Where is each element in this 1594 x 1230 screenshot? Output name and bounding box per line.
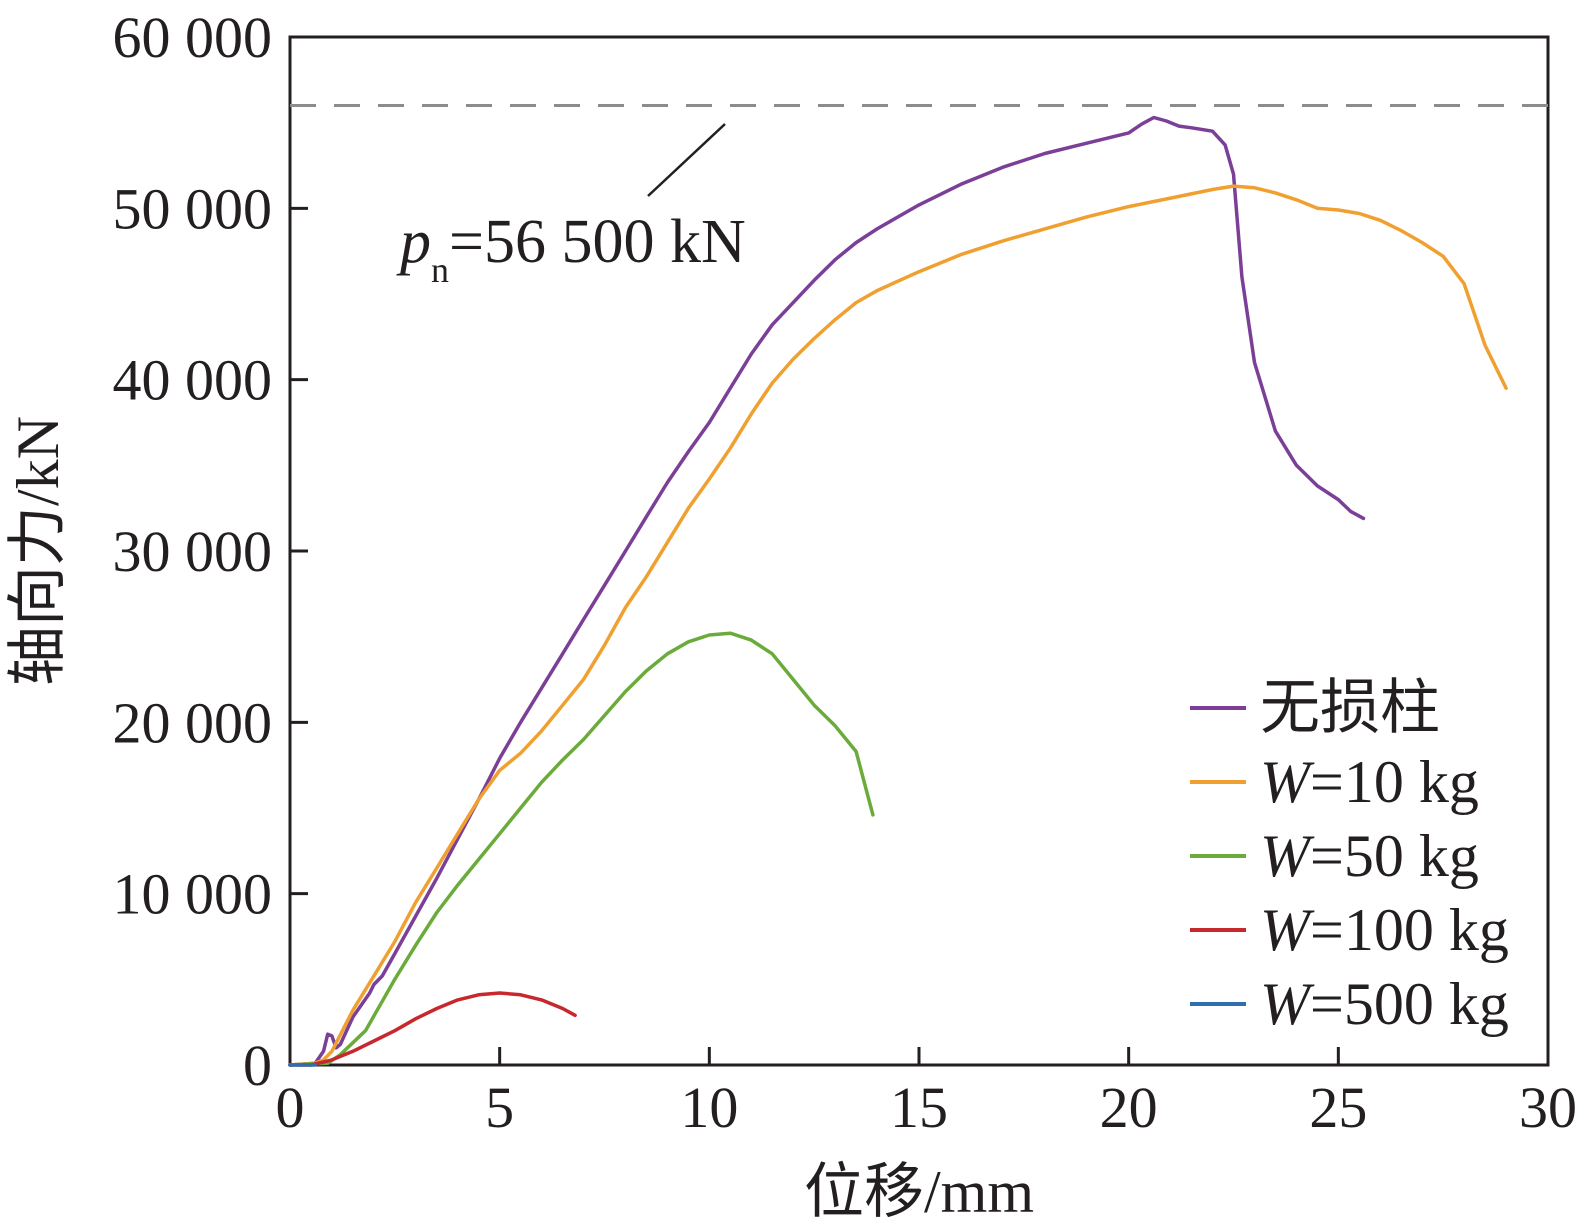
y-tick-label-5: 50 000 [113,176,273,241]
legend-text-4: =500 kg [1310,971,1509,1037]
x-tick-label-6: 30 [1519,1075,1577,1140]
series-line-0 [288,115,1366,1067]
y-tick-label-4: 40 000 [113,348,273,413]
series-lines [288,115,1508,1067]
y-axis-ticks: 0 10 000 20 000 30 000 40 000 50 000 60 000 [113,5,308,1098]
legend-label-4: W=500 kg [1260,971,1509,1037]
x-axis-ticks: 0 5 10 15 20 25 30 [276,1047,1577,1140]
legend-italic-3: W [1260,897,1315,963]
y-tick-label-3: 30 000 [113,519,273,584]
series-line-1 [288,184,1508,1067]
legend-italic-4: W [1260,971,1315,1037]
legend-label-2: W=50 kg [1260,823,1479,889]
series-line-3 [288,991,577,1067]
y-tick-label-0: 0 [243,1033,272,1098]
y-axis-label: 轴向力/kN [5,416,71,686]
y-tick-label-1: 10 000 [113,862,273,927]
x-tick-label-0: 0 [276,1075,305,1140]
reference-symbol: p [396,208,431,276]
x-tick-label-5: 25 [1309,1075,1367,1140]
series-line-2 [288,631,875,1067]
legend-label-0: 无损柱 [1260,675,1440,741]
legend-label-3: W=100 kg [1260,897,1509,963]
y-tick-label-2: 20 000 [113,690,273,755]
x-tick-label-2: 10 [680,1075,738,1140]
legend-text-3: =100 kg [1310,897,1509,963]
y-tick-label-6: 60 000 [113,5,273,70]
reference-subscript: n [431,250,449,290]
legend-label-1: W=10 kg [1260,749,1479,815]
legend-text-0: 无损柱 [1260,675,1440,741]
legend-text-1: =10 kg [1310,749,1479,815]
x-tick-label-1: 5 [485,1075,514,1140]
x-tick-label-3: 15 [890,1075,948,1140]
x-tick-label-4: 20 [1100,1075,1158,1140]
reference-leader-line [647,123,726,197]
legend-text-2: =50 kg [1310,823,1479,889]
legend-italic-1: W [1260,749,1315,815]
reference-value: =56 500 kN [449,208,746,276]
x-axis-label: 位移/mm [804,1159,1034,1225]
reference-line-group: pn=56 500 kN [290,104,1548,290]
legend-italic-2: W [1260,823,1315,889]
reference-annotation: pn=56 500 kN [396,208,746,290]
